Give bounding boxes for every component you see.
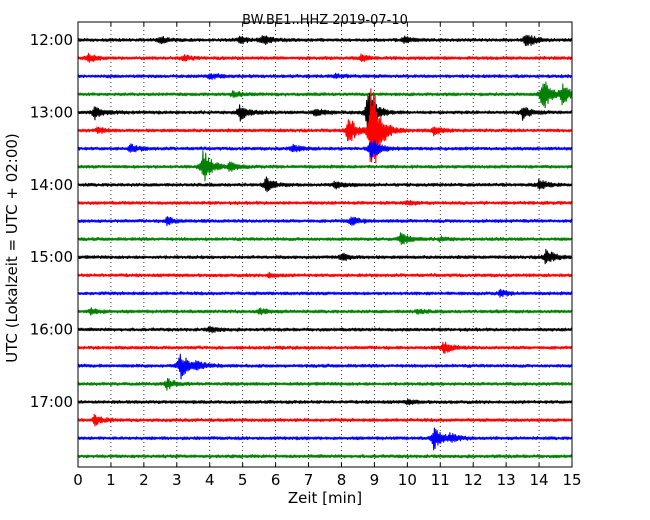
y-tick-label: 14:00 [30,176,73,194]
x-tick-label: 13 [497,471,516,489]
y-tick-label: 13:00 [30,103,73,121]
x-tick-label: 2 [139,471,149,489]
plot-area-frame [77,21,573,468]
x-tick-label: 6 [271,471,281,489]
trace-line [77,271,573,279]
trace-line [77,232,573,246]
trace-line [77,353,573,380]
trace-line [77,427,573,451]
trace-line [77,81,573,109]
trace-line [77,150,573,182]
trace-line [77,288,573,298]
x-tick-label: 3 [172,471,182,489]
y-tick-label: 12:00 [30,31,73,49]
x-tick-label: 0 [73,471,83,489]
x-tick-label: 9 [370,471,380,489]
trace-line [77,216,573,227]
trace-line [77,307,573,316]
x-tick-label: 5 [238,471,248,489]
trace-line [77,92,573,130]
trace-line [77,88,573,164]
seismic-traces [77,34,573,459]
y-axis-label: UTC (Lokalzeit = UTC + 02:00) [3,133,21,363]
trace-line [77,176,573,193]
x-tick-label: 11 [431,471,450,489]
x-tick-label: 14 [530,471,549,489]
x-tick-label: 15 [562,471,581,489]
trace-line [77,52,573,63]
x-tick-label: 1 [106,471,116,489]
trace-line [77,413,573,427]
chart-title: BW.BE1..HHZ 2019-07-10 [242,13,408,28]
trace-line [77,325,573,334]
trace-line [77,34,573,47]
trace-line [77,248,573,265]
trace-line [77,398,573,406]
trace-line [77,454,573,459]
x-axis-label: Zeit [min] [288,489,362,507]
trace-line [77,138,573,160]
x-tick-label: 4 [205,471,215,489]
trace-line [77,72,573,80]
x-tick-label: 7 [304,471,314,489]
y-tick-label: 16:00 [30,321,73,339]
x-tick-label: 10 [398,471,417,489]
y-tick-label: 15:00 [30,248,73,266]
axis-ticks: 0 1 2 3 4 5 6 7 8 9 10 11 12 13 14 1512:0013:0014:0015:… [30,22,582,489]
trace-line [77,377,573,391]
x-tick-label: 8 [337,471,347,489]
grid-lines [110,22,540,467]
trace-line [77,341,573,354]
x-tick-label: 12 [464,471,483,489]
y-tick-label: 17:00 [30,393,73,411]
trace-line [77,199,573,206]
